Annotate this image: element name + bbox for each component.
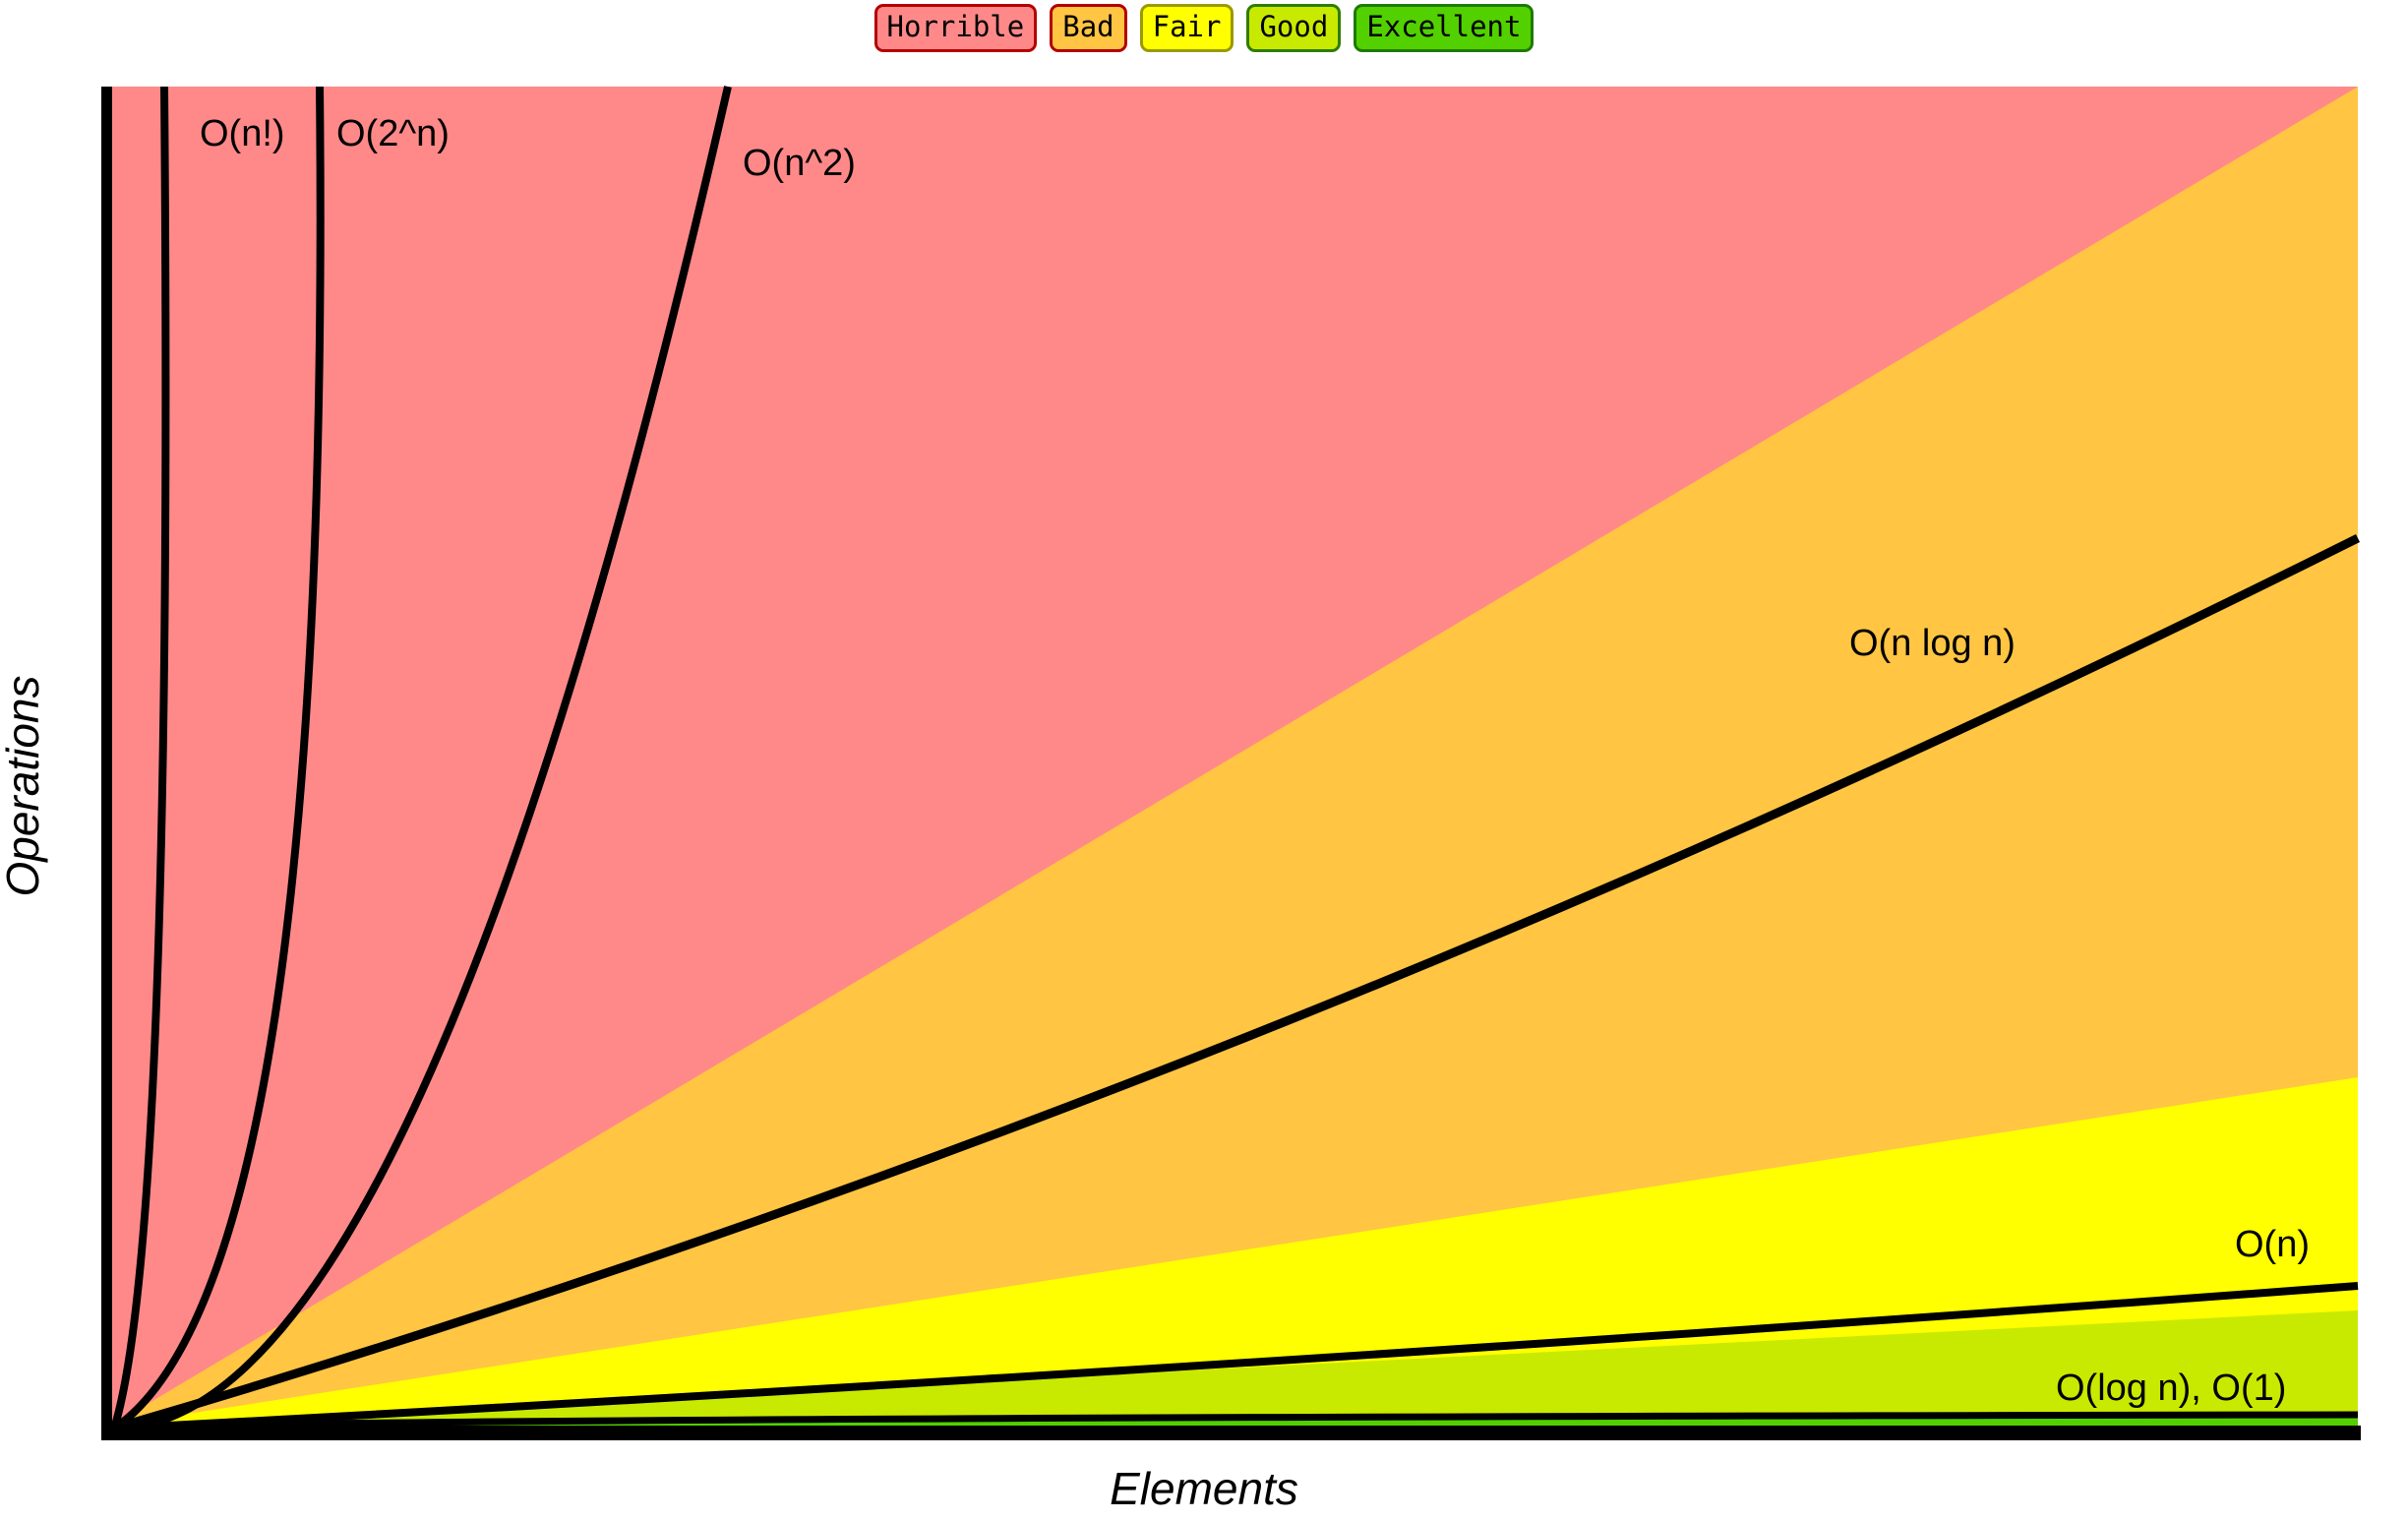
region-bad	[111, 87, 2358, 1426]
y-axis-line	[101, 87, 112, 1439]
legend-item-excellent: Excellent	[1354, 4, 1535, 52]
curve-label-linear: O(n)	[2235, 1224, 2310, 1265]
legend-item-bad: Bad	[1050, 4, 1127, 52]
x-axis-title: Elements	[1110, 1463, 1298, 1514]
y-axis-title: Operations	[0, 675, 48, 897]
legend-item-fair: Fair	[1139, 4, 1234, 52]
curve-linearithmic	[111, 533, 2361, 1433]
curve-exponential	[111, 86, 325, 1432]
curve-label-linearithmic: O(n log n)	[1849, 623, 2016, 664]
curve-label-quadratic: O(n^2)	[743, 143, 856, 184]
legend-item-horrible: Horrible	[873, 4, 1038, 52]
curve-label-exponential: O(2^n)	[336, 113, 450, 154]
curve-label-factorial: O(n!)	[200, 113, 285, 154]
curve-label-log-const: O(log n), O(1)	[2056, 1368, 2286, 1409]
curve-linear	[112, 1282, 2359, 1432]
x-axis-line	[101, 1426, 2361, 1440]
legend: Horrible Bad Fair Good Excellent	[0, 4, 2408, 52]
region-fair	[111, 1077, 2358, 1426]
legend-item-good: Good	[1246, 4, 1342, 52]
curve-factorial	[110, 86, 170, 1430]
curve-logarithmic	[112, 1411, 2359, 1432]
